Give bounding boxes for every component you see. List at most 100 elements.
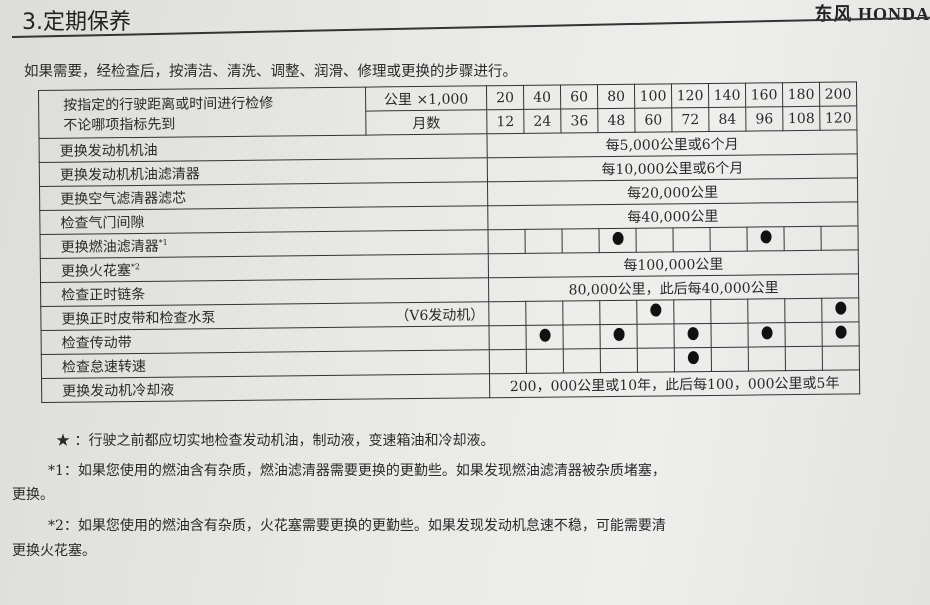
item-label-text: 更换正时皮带和检查水泵 xyxy=(61,309,216,328)
interval-cell xyxy=(524,229,563,254)
interval-cell xyxy=(785,346,823,371)
interval-cell xyxy=(783,226,822,251)
interval-cell xyxy=(600,348,638,373)
km-col-200: 200 xyxy=(819,81,857,107)
interval-cell xyxy=(526,349,564,374)
month-col-84: 84 xyxy=(708,107,746,132)
service-dot-icon xyxy=(687,351,699,365)
km-col-160: 160 xyxy=(745,82,783,108)
item-label-text: 更换火花塞 xyxy=(60,262,131,280)
interval-cell xyxy=(748,346,786,372)
km-col-120: 120 xyxy=(671,83,709,108)
interval-cell xyxy=(821,297,859,323)
item-label-text: 更换发动机机油 xyxy=(59,142,158,160)
footnote-ref: *2 xyxy=(130,261,140,271)
month-col-72: 72 xyxy=(671,107,709,132)
interval-cell xyxy=(821,321,860,347)
unit-km: 公里 ×1,000 xyxy=(365,85,487,112)
interval-cell xyxy=(784,322,823,347)
service-dot-icon xyxy=(760,230,772,244)
item-label: 更换发动机冷却液 xyxy=(41,373,490,403)
interval-cell xyxy=(709,227,748,252)
km-col-180: 180 xyxy=(782,82,820,107)
interval-cell xyxy=(673,323,712,348)
interval-cell xyxy=(488,325,527,350)
interval-cell xyxy=(598,228,637,253)
item-label-text: 更换燃油滤清器 xyxy=(60,238,159,256)
interval-cell xyxy=(562,300,600,326)
interval-cell xyxy=(747,322,786,348)
km-col-100: 100 xyxy=(634,83,672,109)
brand-logo: 东风 HONDA xyxy=(814,4,930,24)
note-2-cont: 更换火花塞。 xyxy=(12,543,96,559)
interval-cell xyxy=(636,299,674,325)
interval-cell xyxy=(489,349,527,374)
item-label-text: 检查正时链条 xyxy=(61,286,146,304)
month-col-36: 36 xyxy=(560,108,598,134)
interval-cell xyxy=(636,323,675,349)
interval-cell xyxy=(710,299,748,324)
interval-cell xyxy=(674,347,712,372)
interval-cell xyxy=(746,226,785,252)
interval-cell xyxy=(784,298,822,323)
item-label-text: 更换发动机冷却液 xyxy=(62,382,175,400)
km-col-20: 20 xyxy=(486,85,524,110)
item-label-text: 检查传动带 xyxy=(61,334,132,352)
km-col-60: 60 xyxy=(560,84,598,110)
service-dot-icon xyxy=(687,327,699,341)
service-dot-icon xyxy=(761,326,773,340)
service-dot-icon xyxy=(834,301,846,315)
interval-cell xyxy=(673,299,711,324)
interval-cell xyxy=(525,301,563,326)
interval-cell xyxy=(820,225,859,251)
note-2: *2：如果您使用的燃油含有杂质，火花塞需要更换的更勤些。如果发现发动机怠速不稳，… xyxy=(48,518,666,534)
section-title: 3.定期保养 xyxy=(22,10,131,35)
service-dot-icon xyxy=(539,328,551,342)
note-1: *1：如果您使用的燃油含有杂质，燃油滤清器需要更换的更勤些。如果发现燃油滤清器被… xyxy=(48,463,666,479)
interval-cell xyxy=(635,227,674,253)
interval-cell xyxy=(488,301,526,326)
interval-cell xyxy=(637,347,675,373)
month-col-48: 48 xyxy=(597,108,635,133)
month-col-12: 12 xyxy=(486,109,524,134)
header-label: 按指定的行驶距离或时间进行检修 不论哪项指标先到 xyxy=(38,87,366,139)
month-col-24: 24 xyxy=(523,109,561,134)
interval-cell xyxy=(599,300,637,325)
title-rule xyxy=(11,16,930,38)
interval-cell xyxy=(822,345,860,371)
interval-cell xyxy=(487,229,526,254)
interval-cell xyxy=(525,325,564,350)
month-col-108: 108 xyxy=(782,106,820,131)
note-1-cont: 更换。 xyxy=(12,487,54,503)
km-col-140: 140 xyxy=(708,83,746,108)
header-label-line-2: 不论哪项指标先到 xyxy=(63,116,176,134)
service-dot-icon xyxy=(612,231,624,245)
item-label-text: 更换空气滤清器滤芯 xyxy=(60,189,187,208)
engine-note: （V6发动机） xyxy=(395,306,485,324)
interval-text: 200，000公里或10年，此后每100，000公里或5年 xyxy=(489,369,860,398)
km-col-40: 40 xyxy=(523,85,561,110)
service-dot-icon xyxy=(649,303,661,317)
footnote-ref: *1 xyxy=(158,237,168,247)
intro-text: 如果需要，经检查后，按清洁、清洗、调整、润滑、修理或更换的步骤进行。 xyxy=(24,64,517,80)
unit-months: 月数 xyxy=(365,109,487,136)
interval-cell xyxy=(561,228,600,254)
interval-cell xyxy=(711,347,749,372)
note-star: ★ ：行驶之前都应切实地检查发动机油，制动液，变速箱油和冷却液。 xyxy=(56,433,495,449)
maintenance-schedule-table: 按指定的行驶距离或时间进行检修 不论哪项指标先到 公里 ×1,000 20 40 6… xyxy=(38,81,860,403)
item-label-text: 检查气门间隙 xyxy=(60,214,145,232)
interval-cell xyxy=(710,323,749,348)
item-label-text: 更换发动机机油滤清器 xyxy=(59,165,200,184)
item-label-text: 检查怠速转速 xyxy=(61,358,146,376)
service-dot-icon xyxy=(613,327,625,341)
month-col-120: 120 xyxy=(819,105,857,131)
month-col-60: 60 xyxy=(634,107,672,133)
interval-cell xyxy=(747,298,785,324)
interval-cell xyxy=(672,227,711,252)
service-dot-icon xyxy=(835,325,847,339)
interval-cell xyxy=(562,324,601,350)
km-col-80: 80 xyxy=(597,84,635,109)
interval-cell xyxy=(563,348,601,374)
interval-cell xyxy=(599,324,638,349)
month-col-96: 96 xyxy=(745,106,783,132)
